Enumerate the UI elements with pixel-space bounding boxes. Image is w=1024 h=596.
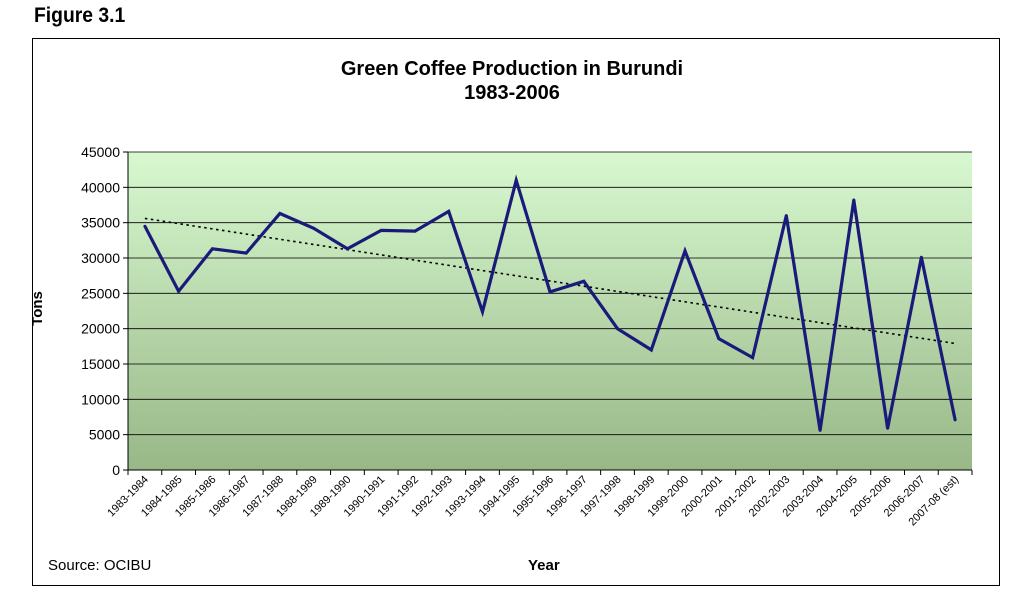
y-tick-label: 30000 [81, 250, 120, 266]
data-point [683, 249, 687, 253]
y-tick-label: 35000 [81, 215, 120, 231]
y-tick-label: 25000 [81, 285, 120, 301]
data-point [312, 226, 316, 230]
trendline [144, 217, 956, 345]
y-tick-label: 0 [112, 462, 120, 478]
data-point [447, 209, 451, 213]
trendline-layer [144, 217, 956, 345]
source-note: Source: OCIBU [48, 557, 152, 574]
data-point [278, 211, 282, 215]
data-point [514, 178, 518, 182]
data-point [345, 247, 349, 251]
data-point [818, 428, 822, 432]
data-point [244, 251, 248, 255]
data-point [852, 198, 856, 202]
y-tick-label: 20000 [81, 321, 120, 337]
chart-subtitle: 1983-2006 [464, 82, 560, 104]
data-point [582, 279, 586, 283]
data-point [784, 214, 788, 218]
y-tick-label: 45000 [81, 144, 120, 160]
data-point [480, 310, 484, 314]
y-axis-ticks: 0 5000 10000 15000 20000 25000 30000 35000 40000… [81, 144, 128, 478]
data-point [717, 337, 721, 341]
y-tick-label: 40000 [81, 179, 120, 195]
data-point [548, 290, 552, 294]
series-layer [143, 174, 957, 432]
data-point [953, 418, 957, 422]
y-axis-label: Tons [28, 291, 46, 326]
data-point [886, 426, 890, 430]
data-point [919, 255, 923, 259]
y-tick-label: 10000 [81, 391, 120, 407]
y-tick-label: 15000 [81, 356, 120, 372]
x-axis-label: Year [528, 557, 560, 574]
data-point [143, 224, 147, 228]
x-axis-ticks: 1983-19841984-19851985-19861986-19871987… [105, 470, 973, 528]
data-point [210, 247, 214, 251]
plot-area [128, 152, 972, 470]
data-point [379, 228, 383, 232]
figure-label: Figure 3.1 [34, 4, 126, 27]
data-point [413, 229, 417, 233]
data-point [751, 356, 755, 360]
data-point [177, 289, 181, 293]
data-point [616, 327, 620, 331]
data-point [649, 348, 653, 352]
y-tick-label: 5000 [89, 427, 120, 443]
chart-title: Green Coffee Production in Burundi [340, 58, 684, 80]
